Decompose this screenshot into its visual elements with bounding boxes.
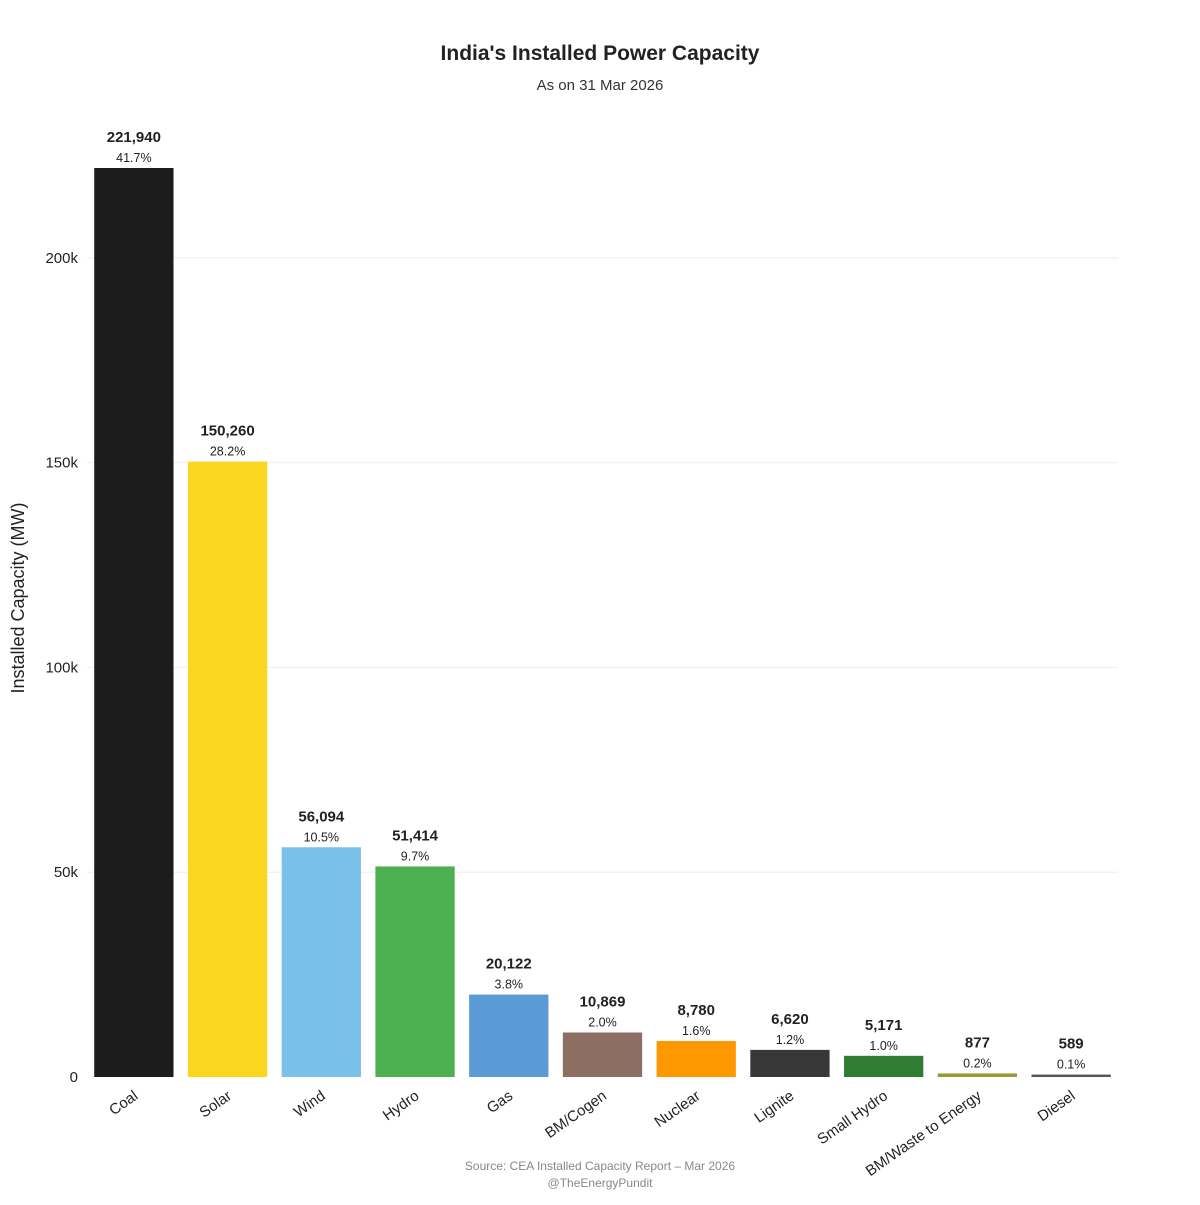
x-tick-label: Small Hydro [814, 1087, 891, 1148]
source-note: Source: CEA Installed Capacity Report – … [465, 1159, 735, 1173]
source-handle: @TheEnergyPundit [548, 1176, 654, 1190]
bar [1031, 1074, 1111, 1077]
x-tick-label: Coal [106, 1087, 141, 1119]
y-axis-ticks: 0 50k 100k 150k 200k [45, 250, 78, 1086]
bar-value-label: 5,171 [865, 1017, 903, 1034]
bar-value-label: 20,122 [486, 956, 532, 973]
bar [562, 1032, 643, 1077]
y-tick-label: 150k [45, 455, 78, 472]
bar-value-label: 10,869 [580, 993, 626, 1010]
bar-value-label: 6,620 [771, 1011, 809, 1028]
y-tick-label: 50k [54, 864, 79, 881]
bar [94, 168, 174, 1077]
bar-value-label: 56,094 [298, 808, 345, 825]
x-tick-label: BM/Cogen [542, 1087, 610, 1142]
bar-value-label: 589 [1059, 1036, 1084, 1053]
bar-percent-label: 3.8% [495, 978, 524, 992]
x-tick-label: Solar [196, 1087, 234, 1121]
bar-percent-label: 9.7% [401, 849, 430, 863]
bar-percent-label: 1.0% [869, 1039, 898, 1053]
x-tick-label: Gas [484, 1087, 516, 1117]
x-tick-label: Nuclear [651, 1087, 703, 1131]
bar-value-label: 150,260 [200, 423, 254, 440]
bar [281, 847, 361, 1077]
x-tick-label: Hydro [380, 1087, 423, 1124]
bar [187, 461, 268, 1077]
bar [469, 994, 549, 1077]
bar [844, 1055, 924, 1077]
y-tick-label: 100k [45, 659, 78, 676]
bar-percent-label: 28.2% [210, 445, 245, 459]
y-tick-label: 200k [45, 250, 78, 267]
bar-value-label: 51,414 [392, 827, 439, 844]
y-axis-title: Installed Capacity (MW) [8, 502, 28, 693]
y-tick-label: 0 [70, 1069, 78, 1086]
bar [656, 1041, 736, 1077]
bar [750, 1049, 830, 1077]
bar [375, 866, 455, 1077]
bar-value-label: 8,780 [677, 1002, 715, 1019]
bar-percent-label: 1.6% [682, 1024, 711, 1038]
bar-percent-label: 1.2% [776, 1033, 805, 1047]
chart-subtitle: As on 31 Mar 2026 [537, 77, 664, 94]
bars [94, 168, 1111, 1077]
x-tick-label: Diesel [1035, 1087, 1079, 1125]
bar-value-label: 877 [965, 1034, 990, 1051]
bar [937, 1073, 1018, 1077]
bar-value-label: 221,940 [107, 129, 161, 146]
bar-percent-label: 0.1% [1057, 1058, 1086, 1072]
bar-percent-label: 2.0% [588, 1015, 617, 1029]
bar-labels: 41.7% 221,940 28.2% 150,260 10.5% 56,094 9.7% 5… [107, 129, 1086, 1072]
chart-title: India's Installed Power Capacity [441, 42, 760, 65]
x-tick-label: Wind [291, 1087, 329, 1121]
bar-percent-label: 0.2% [963, 1056, 992, 1070]
bar-percent-label: 41.7% [116, 151, 151, 165]
bar-percent-label: 10.5% [304, 830, 339, 844]
x-tick-label: Lignite [751, 1087, 797, 1126]
